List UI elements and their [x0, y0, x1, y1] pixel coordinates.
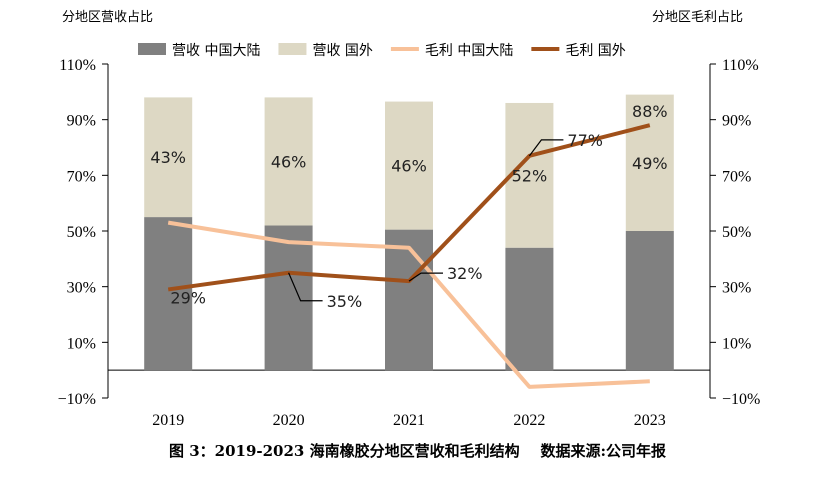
label-leader-line: [288, 272, 323, 302]
legend: 营收 中国大陆 营收 国外 毛利 中国大陆 毛利 国外: [138, 43, 626, 59]
left-tick-label: 70%: [67, 168, 96, 185]
left-tick-label: −10%: [58, 391, 96, 408]
right-tick-label: 50%: [722, 224, 751, 241]
bar-overseas: [385, 101, 433, 230]
line-data-label: 88%: [632, 102, 668, 121]
label-leader-line: [408, 272, 443, 282]
left-tick-label: 30%: [67, 280, 96, 297]
line-data-label: 77%: [567, 131, 603, 150]
right-tick-label: 110%: [722, 57, 759, 74]
bar-mainland: [264, 225, 313, 371]
bar-overseas: [264, 97, 313, 226]
bar-mainland: [385, 229, 433, 371]
left-axis-title: 分地区营收占比: [62, 10, 154, 25]
bar-overseas: [625, 94, 674, 231]
legend-label: 毛利 中国大陆: [425, 43, 513, 59]
bars: [144, 94, 674, 371]
bar-data-label: 52%: [512, 166, 548, 185]
x-tick-label: 2023: [634, 412, 666, 429]
right-tick-label: 30%: [722, 280, 751, 297]
label-leader-line: [528, 139, 564, 157]
line-data-label: 29%: [170, 288, 206, 307]
legend-swatch: [278, 43, 307, 55]
right-axis-title: 分地区毛利占比: [652, 10, 744, 25]
line-data-label: 35%: [327, 292, 363, 311]
x-tick-label: 2019: [152, 412, 184, 429]
legend-label: 营收 国外: [312, 43, 372, 59]
line-data-label: 32%: [447, 264, 483, 283]
left-tick-label: 10%: [67, 335, 96, 352]
bar-data-label: 46%: [271, 152, 307, 171]
legend-label: 营收 中国大陆: [172, 43, 260, 59]
legend-swatch: [138, 43, 166, 55]
right-tick-label: −10%: [722, 391, 760, 408]
bar-mainland: [505, 247, 554, 371]
x-tick-label: 2021: [393, 412, 425, 429]
bar-mainland: [625, 231, 674, 371]
left-tick-label: 50%: [67, 224, 96, 241]
left-tick-label: 110%: [59, 57, 96, 74]
right-tick-label: 70%: [722, 168, 751, 185]
bar-data-label: 46%: [391, 157, 427, 176]
bar-data-label: 49%: [632, 154, 668, 173]
legend-label: 毛利 国外: [565, 43, 625, 59]
right-tick-label: 10%: [722, 335, 751, 352]
x-tick-label: 2020: [273, 412, 305, 429]
right-tick-label: 90%: [722, 113, 751, 130]
bar-overseas: [144, 97, 193, 218]
line-mainland-margin: [167, 220, 650, 389]
bar-mainland: [144, 217, 193, 371]
axes: −10% −10% 10% 10% 30% 30% 50% 50% 70% 70% 90% 90% 11…: [58, 57, 761, 429]
left-tick-label: 90%: [67, 113, 96, 130]
figure-caption: 图 3：2019-2023 海南橡胶分地区营收和毛利结构 数据来源:公司年报: [168, 442, 667, 460]
bar-data-label: 43%: [150, 148, 186, 167]
x-tick-label: 2022: [513, 412, 545, 429]
data-labels: 43% 46% 46% 52% 49% 29% 35% 32% 77% 88%: [150, 102, 667, 311]
